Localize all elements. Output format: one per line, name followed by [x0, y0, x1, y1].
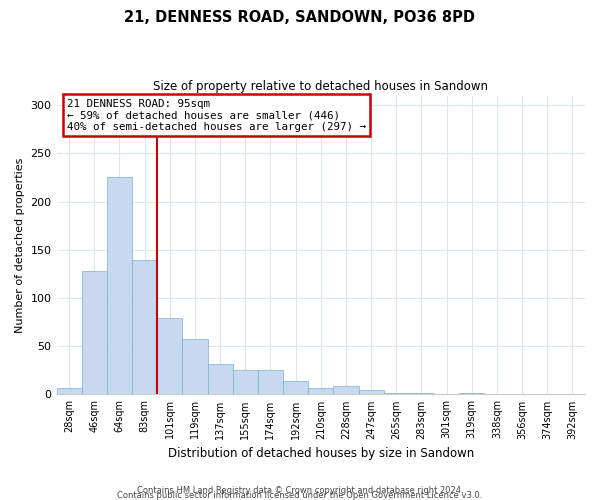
Bar: [132, 260, 157, 394]
Bar: [383, 392, 409, 394]
Bar: [107, 176, 132, 394]
Bar: [56, 388, 82, 394]
Bar: [82, 271, 107, 394]
Bar: [208, 364, 233, 394]
Title: Size of property relative to detached houses in Sandown: Size of property relative to detached ho…: [153, 80, 488, 93]
Bar: [157, 318, 182, 394]
Text: Contains HM Land Registry data © Crown copyright and database right 2024.: Contains HM Land Registry data © Crown c…: [137, 486, 463, 495]
Bar: [233, 370, 258, 394]
X-axis label: Distribution of detached houses by size in Sandown: Distribution of detached houses by size …: [167, 447, 474, 460]
Bar: [359, 390, 383, 394]
Text: 21, DENNESS ROAD, SANDOWN, PO36 8PD: 21, DENNESS ROAD, SANDOWN, PO36 8PD: [125, 10, 476, 25]
Bar: [258, 370, 283, 394]
Text: Contains public sector information licensed under the Open Government Licence v3: Contains public sector information licen…: [118, 491, 482, 500]
Bar: [182, 338, 208, 394]
Bar: [283, 381, 308, 394]
Bar: [334, 386, 359, 394]
Y-axis label: Number of detached properties: Number of detached properties: [15, 158, 25, 332]
Bar: [308, 388, 334, 394]
Text: 21 DENNESS ROAD: 95sqm
← 59% of detached houses are smaller (446)
40% of semi-de: 21 DENNESS ROAD: 95sqm ← 59% of detached…: [67, 98, 366, 132]
